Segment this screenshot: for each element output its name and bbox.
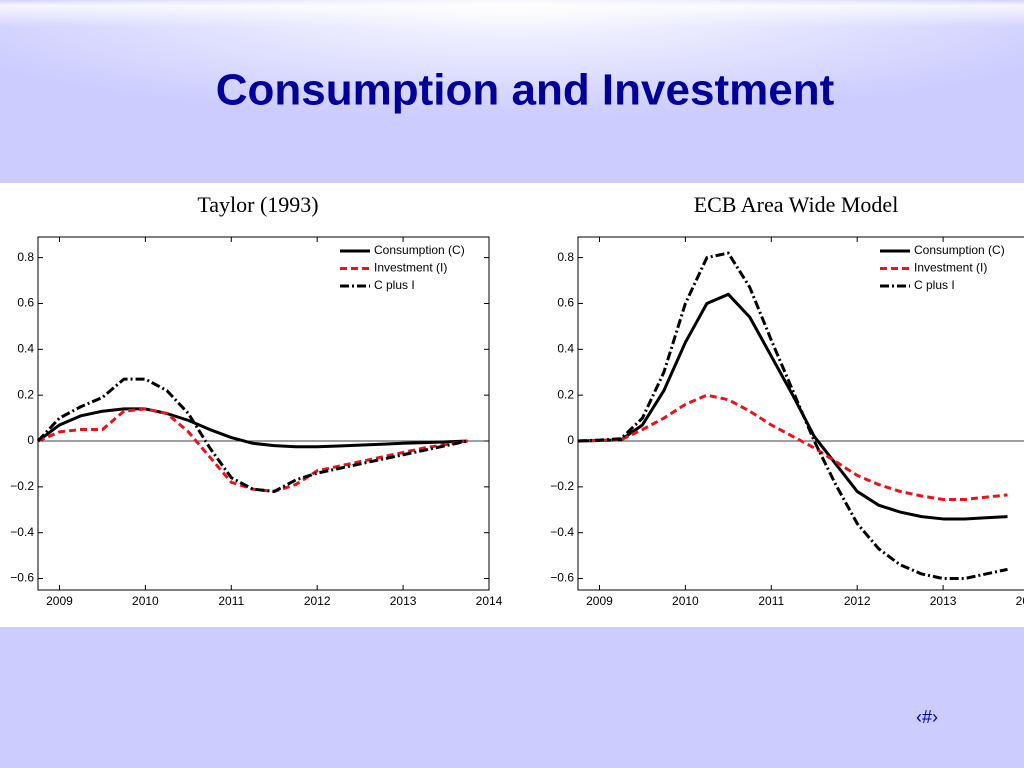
x-tick-label: 2012 <box>304 594 331 608</box>
legend-label: Consumption (C) <box>374 243 465 257</box>
x-tick-label: 2013 <box>930 594 957 608</box>
series-line <box>577 251 1008 581</box>
x-tick-label: 2011 <box>758 594 784 608</box>
x-tick-label: 2010 <box>672 594 699 608</box>
y-tick-label: −0.4 <box>10 525 34 539</box>
plot-frame <box>37 236 490 591</box>
header-glow <box>0 0 1024 183</box>
y-tick-label: 0.6 <box>17 296 34 310</box>
x-tick-label: 2013 <box>390 594 417 608</box>
y-tick-label: 0.4 <box>557 341 574 355</box>
legend-label: Investment (I) <box>914 261 987 275</box>
legend-label: Investment (I) <box>374 261 447 275</box>
legend-label: Consumption (C) <box>914 243 1005 257</box>
footer-band <box>0 627 1024 768</box>
series-line <box>36 377 468 493</box>
legend-label: C plus I <box>374 278 415 292</box>
series-line <box>577 292 1008 521</box>
x-tick-label: 2012 <box>844 594 871 608</box>
series-line <box>37 407 468 449</box>
series-line <box>577 393 1008 501</box>
x-tick-label: 2010 <box>132 594 159 608</box>
slide-title: Consumption and Investment <box>216 66 835 115</box>
y-tick-label: −0.2 <box>550 479 574 493</box>
y-tick-label: 0.6 <box>557 296 574 310</box>
charts: Taylor (1993) −0.6 −0.4 −0.2 0 0.2 0.4 0.6 0.8 20… <box>10 192 1024 608</box>
series-line <box>37 407 468 493</box>
y-tick-label: 0.8 <box>557 250 574 264</box>
x-tick-label: 2009 <box>46 594 73 608</box>
x-tick-label: 2014 <box>476 594 503 608</box>
chart-title: Taylor (1993) <box>197 192 318 217</box>
y-tick-label: −0.6 <box>10 571 34 585</box>
y-tick-label: −0.4 <box>550 525 574 539</box>
y-tick-label: 0.2 <box>557 387 574 401</box>
y-tick-label: 0 <box>567 433 574 447</box>
chart-title: ECB Area Wide Model <box>694 192 899 217</box>
y-tick-label: −0.6 <box>550 571 574 585</box>
legend-label: C plus I <box>914 278 955 292</box>
y-tick-label: −0.2 <box>10 479 34 493</box>
x-tick-label: 2014 <box>1016 594 1024 608</box>
page-number: ‹#› <box>916 707 938 727</box>
chart-area <box>0 183 1024 627</box>
y-tick-label: 0.2 <box>17 387 34 401</box>
x-tick-label: 2011 <box>218 594 244 608</box>
y-tick-label: 0 <box>27 433 34 447</box>
x-tick-label: 2009 <box>586 594 613 608</box>
y-tick-label: 0.8 <box>17 250 34 264</box>
plot-frame <box>577 236 1024 591</box>
y-tick-label: 0.4 <box>17 341 34 355</box>
